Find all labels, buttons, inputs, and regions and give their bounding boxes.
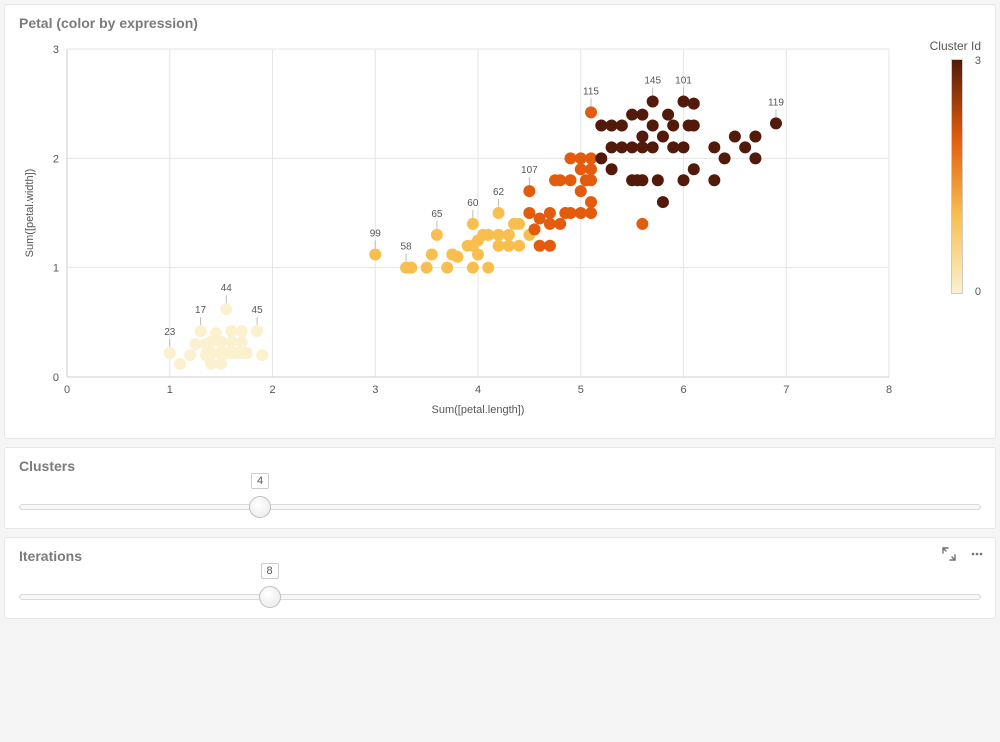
svg-text:101: 101 — [675, 75, 692, 86]
more-icon[interactable] — [969, 546, 985, 562]
slider-value: 8 — [261, 563, 279, 579]
slider-thumb[interactable]: 4 — [249, 496, 271, 518]
svg-text:1: 1 — [53, 263, 59, 275]
svg-text:3: 3 — [53, 44, 59, 56]
svg-text:17: 17 — [195, 305, 207, 316]
svg-text:60: 60 — [467, 198, 479, 209]
clusters-panel: Clusters 4 — [4, 447, 996, 529]
legend-max-label: 3 — [975, 55, 981, 67]
panel-actions — [941, 546, 985, 562]
svg-text:23: 23 — [164, 327, 176, 338]
svg-text:4: 4 — [475, 384, 481, 396]
svg-text:45: 45 — [252, 305, 264, 316]
color-legend: Cluster Id 3 0 — [899, 39, 981, 424]
legend-gradient — [951, 59, 963, 294]
legend-title: Cluster Id — [905, 39, 981, 53]
slider-track[interactable]: 4 — [19, 504, 981, 510]
svg-text:0: 0 — [64, 384, 70, 396]
iterations-slider[interactable]: 8 — [19, 572, 981, 604]
iterations-title: Iterations — [19, 548, 981, 564]
chart-area: 0123456780123Sum([petal.length])Sum([pet… — [19, 39, 981, 424]
svg-text:1: 1 — [167, 384, 173, 396]
svg-text:0: 0 — [53, 372, 59, 384]
slider-track[interactable]: 8 — [19, 594, 981, 600]
svg-text:65: 65 — [431, 209, 443, 220]
svg-text:119: 119 — [768, 97, 784, 108]
svg-text:145: 145 — [644, 75, 661, 86]
svg-text:8: 8 — [886, 384, 892, 396]
svg-text:2: 2 — [53, 153, 59, 165]
chart-panel: Petal (color by expression) 012345678012… — [4, 4, 996, 439]
svg-text:Sum([petal.width]): Sum([petal.width]) — [24, 169, 36, 258]
svg-text:115: 115 — [583, 86, 599, 97]
svg-text:7: 7 — [783, 384, 789, 396]
slider-thumb[interactable]: 8 — [259, 586, 281, 608]
svg-text:5: 5 — [578, 384, 584, 396]
chart-plot[interactable]: 0123456780123Sum([petal.length])Sum([pet… — [19, 39, 899, 424]
iterations-panel: Iterations 8 — [4, 537, 996, 619]
svg-text:3: 3 — [372, 384, 378, 396]
expand-icon[interactable] — [941, 546, 957, 562]
svg-text:62: 62 — [493, 187, 505, 198]
svg-text:107: 107 — [521, 165, 538, 176]
svg-text:44: 44 — [221, 283, 233, 294]
svg-text:6: 6 — [680, 384, 686, 396]
slider-value: 4 — [251, 473, 269, 489]
svg-text:2: 2 — [269, 384, 275, 396]
svg-text:Sum([petal.length]): Sum([petal.length]) — [432, 404, 525, 416]
chart-title: Petal (color by expression) — [19, 15, 981, 31]
legend-min-label: 0 — [975, 286, 981, 298]
clusters-title: Clusters — [19, 458, 981, 474]
clusters-slider[interactable]: 4 — [19, 482, 981, 514]
svg-text:99: 99 — [370, 229, 382, 240]
svg-text:58: 58 — [401, 242, 413, 253]
